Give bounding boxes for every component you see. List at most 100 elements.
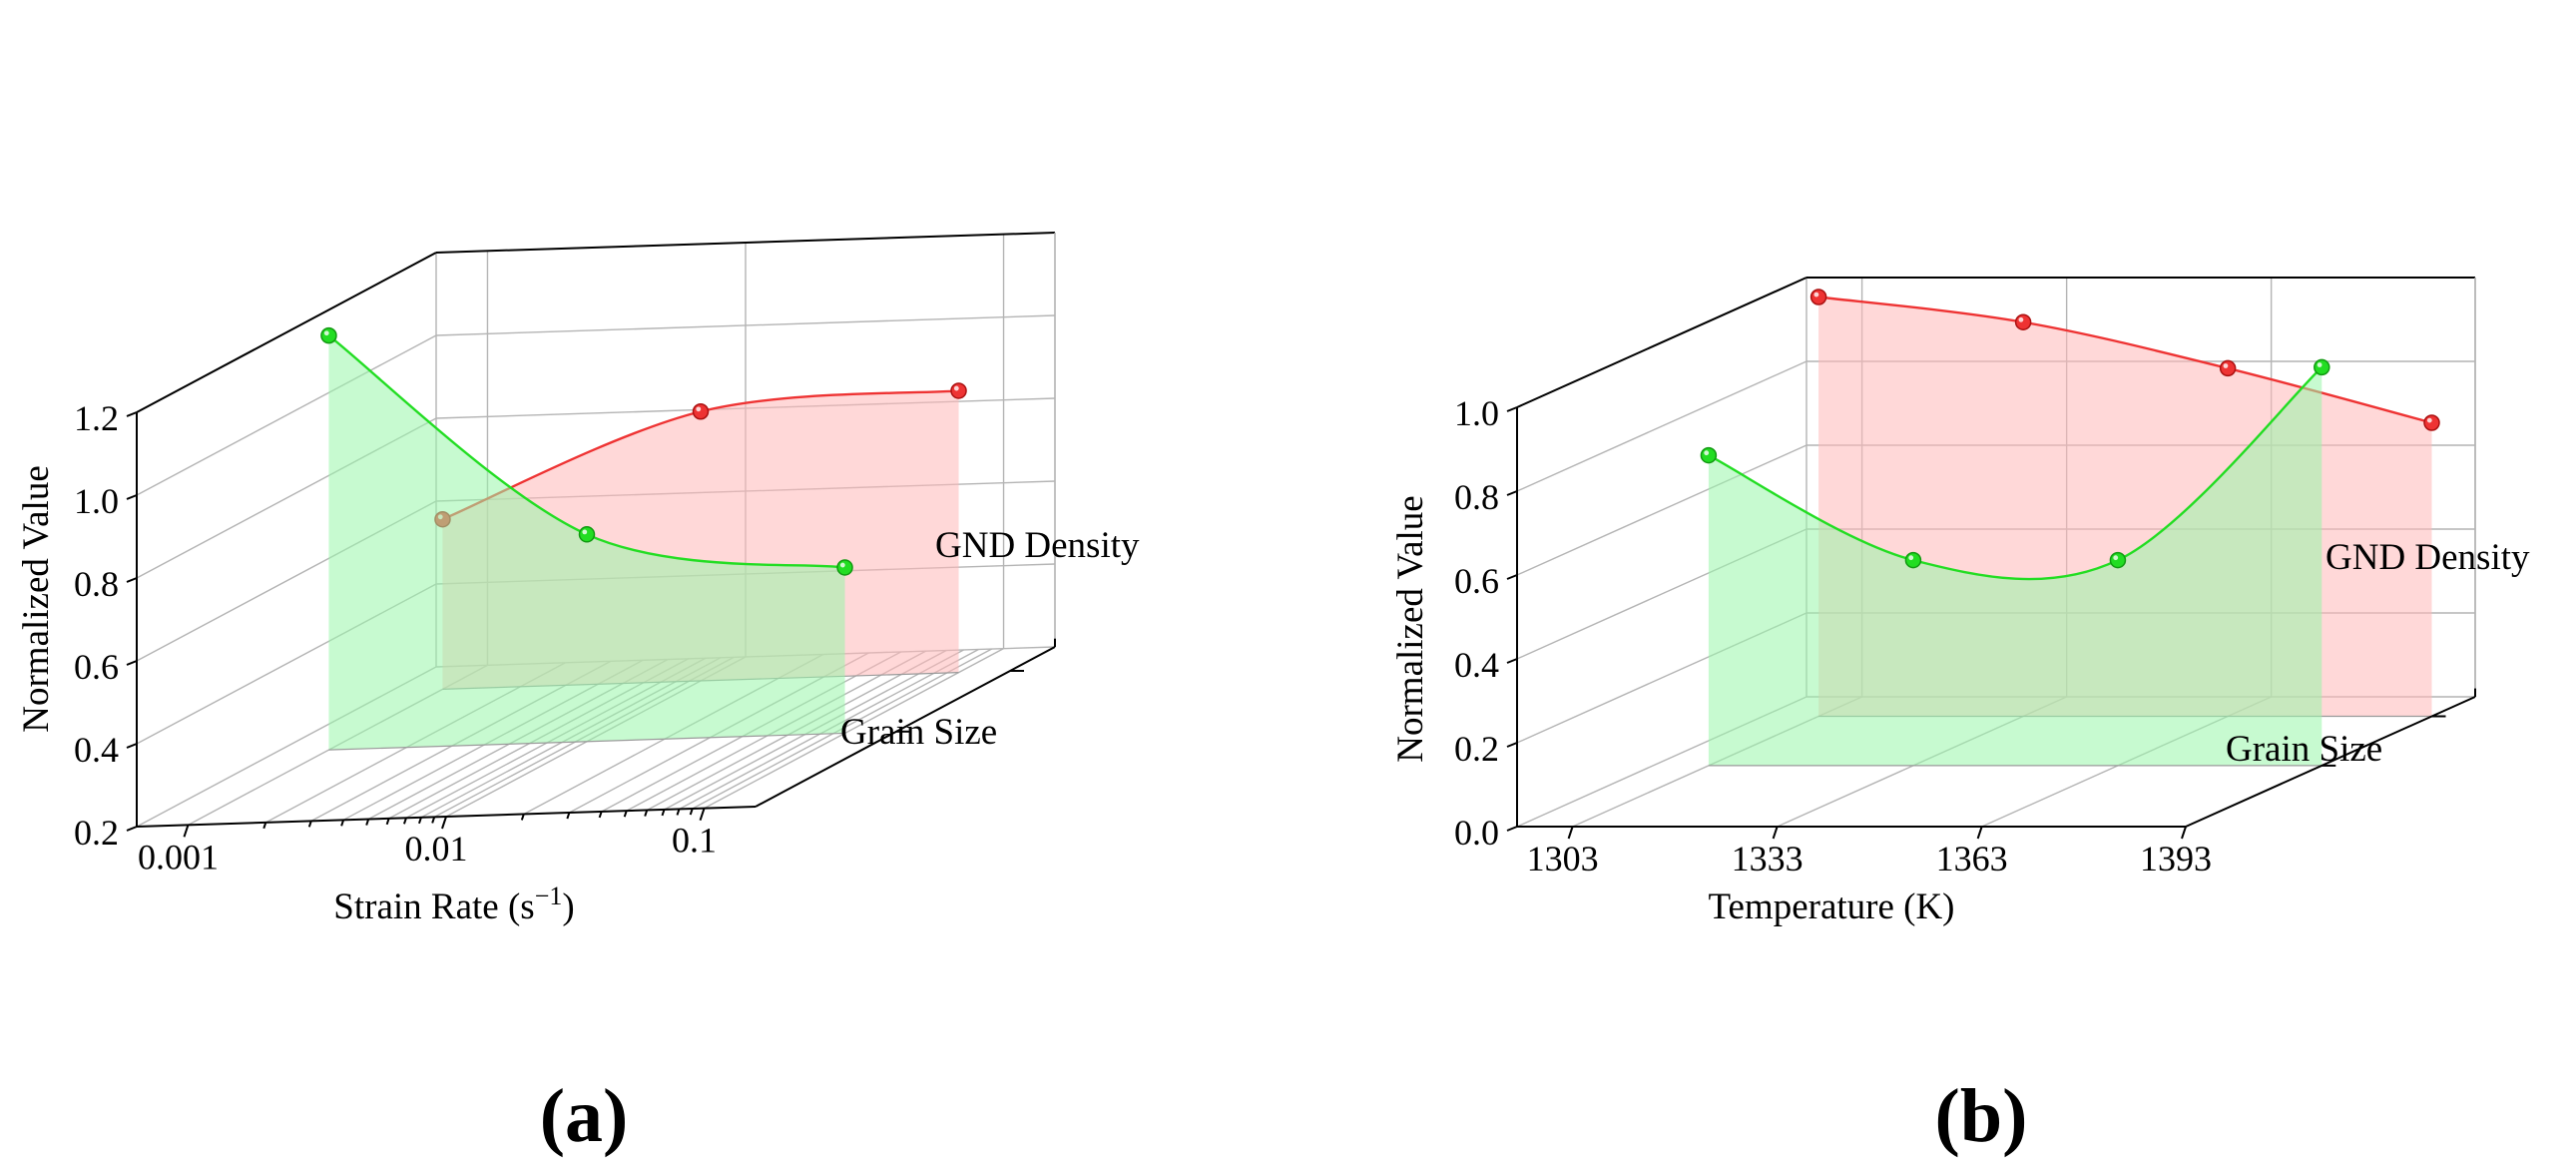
b-data-point-1-0 [1809, 289, 1827, 305]
b-data-point-0-3 [2314, 358, 2330, 376]
a-y-tick-label: 0.2 [74, 813, 119, 853]
a-data-point-highlight [953, 385, 959, 391]
b-series-line-0 [1708, 366, 2323, 581]
a-x-minor-tick [623, 810, 628, 818]
a-x-tick-label: 0.1 [672, 821, 717, 861]
a-depth-label-grain-size: Grain Size [840, 712, 997, 753]
a-depth-label-gnd-density: GND Density [935, 525, 1140, 566]
a-x-minor-tick [689, 808, 694, 816]
a-x-tick [699, 808, 706, 821]
b-data-point-highlight [2018, 316, 2024, 322]
b-data-point-0-0 [1700, 446, 1718, 464]
a-y-tick [126, 660, 138, 666]
chart-b-temperature: 1303 1333 1363 1393 0.0 0.2 0.4 0.6 0.8 1.0 Grain … [1390, 277, 2530, 1158]
a-x-minor-tick [661, 809, 666, 817]
a-data-point-0-2 [836, 559, 853, 576]
b-y-tick-label: 1.0 [1454, 393, 1499, 433]
b-x-tick-label: 1333 [1732, 839, 1803, 879]
b-data-point-1-2 [2219, 359, 2237, 377]
a-x-minor-tick [403, 817, 407, 825]
a-data-point-highlight [696, 406, 702, 412]
b-data-point-highlight [1908, 555, 1914, 561]
a-x-minor-tick [598, 811, 603, 819]
b-x-tick-label: 1363 [1936, 839, 2008, 879]
a-x-minor-tick [340, 820, 345, 827]
b-x-tick-label: 1303 [1527, 839, 1599, 879]
a-y-tick [126, 411, 138, 417]
a-top-edge [136, 252, 437, 413]
b-y-tick-label: 0.2 [1454, 729, 1499, 769]
a-y-tick [126, 494, 138, 500]
a-y-tick [126, 743, 138, 749]
a-x-minor-tick [676, 809, 681, 816]
chart-a-strain-rate: 0.001 0.01 0.1 0.2 0.4 0.6 0.8 1.0 1.2 Grain Size… [16, 232, 1140, 1158]
b-series-area-0 [1708, 366, 2322, 766]
b-panel-label: (b) [1935, 1074, 2028, 1158]
a-x-minor-tick [417, 817, 422, 825]
b-side-wall-gridline [1516, 360, 1807, 492]
b-series-line-1 [1817, 295, 2432, 424]
b-data-point-0-1 [1904, 551, 1922, 569]
a-series-baseline-0 [328, 732, 845, 751]
a-y-tick-label: 0.8 [74, 564, 119, 604]
b-data-point-0-2 [2109, 551, 2127, 569]
a-data-point-highlight [839, 562, 845, 568]
a-data-point-0-1 [578, 526, 596, 543]
a-side-wall-gridline [136, 334, 437, 496]
a-y-tick [126, 826, 138, 832]
b-x-tick [1772, 826, 1779, 840]
b-data-point-highlight [1813, 292, 1819, 297]
b-y-axis-title: Normalized Value [1390, 495, 1431, 762]
a-y-tick-label: 0.4 [74, 730, 119, 770]
a-x-tick-label: 0.001 [138, 837, 219, 877]
a-data-point-highlight [582, 529, 588, 535]
b-y-tick [1506, 406, 1518, 412]
b-y-tick-label: 0.4 [1454, 645, 1499, 685]
a-y-tick [126, 577, 138, 583]
a-y-tick-label: 1.2 [74, 398, 119, 438]
b-data-point-highlight [1704, 450, 1710, 456]
b-x-tick [2181, 826, 2187, 840]
b-x-axis-title: Temperature (K) [1708, 886, 1954, 927]
b-data-point-1-1 [2014, 313, 2032, 330]
a-data-point-0-0 [320, 326, 337, 344]
a-x-minor-tick [644, 810, 649, 817]
a-depth-axis [755, 646, 1056, 808]
a-back-top-edge [435, 232, 1056, 254]
a-y-tick-label: 1.0 [74, 481, 119, 521]
b-depth-label-grain-size: Grain Size [2226, 729, 2382, 770]
b-data-point-highlight [2223, 363, 2229, 368]
b-depth-axis [2185, 696, 2476, 828]
b-x-tick [1976, 826, 1983, 840]
b-y-tick [1506, 574, 1518, 580]
a-x-tick [441, 816, 447, 830]
a-x-minor-tick [307, 821, 312, 828]
b-x-tick [1567, 826, 1574, 840]
b-y-tick-label: 0.0 [1454, 813, 1499, 853]
a-series-area-0 [328, 335, 845, 751]
b-data-point-highlight [2426, 417, 2432, 423]
b-x-tick-label: 1393 [2140, 839, 2212, 879]
b-top-edge [1516, 277, 1807, 408]
b-y-tick [1506, 826, 1518, 832]
a-data-point-highlight [323, 330, 329, 336]
a-x-minor-tick [365, 819, 370, 826]
a-x-axis-title-sup: −1 [535, 881, 563, 910]
a-data-point-1-2 [950, 382, 967, 399]
a-y-axis-title: Normalized Value [16, 465, 57, 732]
a-data-point-1-1 [692, 403, 710, 420]
b-data-point-1-3 [2423, 414, 2440, 431]
b-y-tick-label: 0.8 [1454, 477, 1499, 517]
b-data-point-highlight [2317, 362, 2322, 367]
b-side-wall-gridline [1516, 444, 1807, 576]
b-y-tick [1506, 742, 1518, 748]
a-x-minor-tick [262, 822, 267, 830]
b-y-tick [1506, 490, 1518, 496]
a-y-tick-label: 0.6 [74, 647, 119, 687]
b-y-tick [1506, 658, 1518, 664]
a-x-axis-title: Strain Rate (s−1) [333, 881, 574, 927]
a-x-minor-tick [520, 814, 525, 821]
a-x-minor-tick [431, 817, 436, 824]
a-x-minor-tick [566, 812, 571, 820]
